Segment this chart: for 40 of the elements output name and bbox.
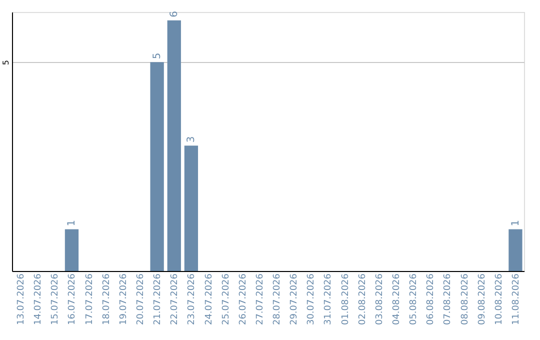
- x-tick-label: 26.07.2026: [238, 273, 248, 326]
- x-tick-label: 09.08.2026: [477, 273, 488, 326]
- x-tick-label: 16.07.2026: [68, 273, 78, 326]
- data-label: 3: [186, 136, 198, 143]
- x-tick-label: 30.07.2026: [306, 273, 317, 326]
- x-tick-label: 07.08.2026: [443, 273, 454, 326]
- x-tick-label: 19.07.2026: [118, 273, 129, 326]
- x-tick-label: 31.07.2026: [324, 273, 334, 326]
- x-tick-label: 08.08.2026: [460, 273, 470, 326]
- x-tick-label: 03.08.2026: [374, 273, 385, 326]
- x-tick-label: 18.07.2026: [102, 273, 112, 326]
- data-label: 5: [152, 52, 164, 60]
- x-tick-label: 25.07.2026: [221, 273, 232, 326]
- x-tick-label: 17.07.2026: [84, 273, 95, 326]
- x-tick-label: 24.07.2026: [204, 273, 214, 326]
- bar: [184, 146, 198, 271]
- x-tick-label: 22.07.2026: [170, 273, 180, 326]
- x-tick-label: 20.07.2026: [136, 273, 146, 326]
- x-tick-label: 06.08.2026: [426, 273, 436, 326]
- data-label: 6: [169, 10, 180, 18]
- x-tick-label: 28.07.2026: [272, 273, 283, 326]
- bar: [508, 229, 522, 271]
- x-tick-label: 29.07.2026: [290, 273, 300, 326]
- x-tick-label: 13.07.2026: [16, 273, 27, 326]
- data-label: 1: [510, 220, 522, 226]
- x-tick-label: 14.07.2026: [34, 273, 44, 326]
- x-tick-label: 27.07.2026: [255, 273, 266, 326]
- x-tick-label: 21.07.2026: [153, 273, 164, 326]
- x-tick-label: 15.07.2026: [50, 273, 61, 326]
- bar: [167, 20, 181, 271]
- x-tick-label: 23.07.2026: [187, 273, 198, 326]
- x-tick-label: 10.08.2026: [494, 273, 504, 326]
- x-tick-label: 04.08.2026: [392, 273, 402, 326]
- bar: [64, 229, 79, 271]
- x-tick-label: 01.08.2026: [340, 273, 351, 326]
- x-tick-label: 02.08.2026: [358, 273, 368, 326]
- x-tick-label: 05.08.2026: [409, 273, 420, 326]
- x-tick-label: 11.08.2026: [511, 273, 522, 326]
- data-label: 1: [66, 220, 78, 226]
- bar: [150, 62, 164, 271]
